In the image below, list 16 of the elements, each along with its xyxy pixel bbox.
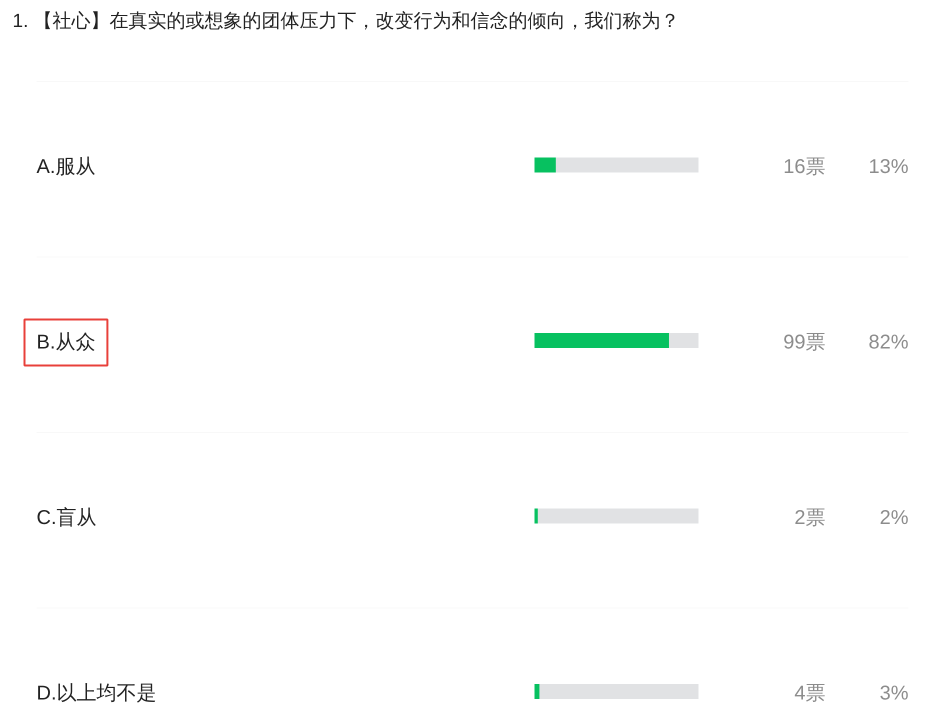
bar xyxy=(534,158,556,172)
text: 99票 xyxy=(783,332,826,354)
data-label: 82% xyxy=(868,332,909,354)
text: 16票 xyxy=(783,156,826,178)
text: 4票 xyxy=(794,682,826,704)
data-label: 2% xyxy=(880,507,909,529)
data-label: 13% xyxy=(868,156,909,178)
y-tick-label: C.盲从 xyxy=(36,506,96,529)
data-label: 3% xyxy=(880,682,909,704)
text: 1. 【社心】在真实的或想象的团体压力下，改变行为和信念的倾向，我们称为？ xyxy=(12,10,680,32)
y-tick-label: B.从众 xyxy=(36,332,96,354)
bar xyxy=(534,508,538,524)
text: 2票 xyxy=(794,507,826,529)
bar xyxy=(534,684,540,699)
y-tick-label: A.服从 xyxy=(36,156,96,178)
y-tick-label: D.以上均不是 xyxy=(36,682,156,704)
